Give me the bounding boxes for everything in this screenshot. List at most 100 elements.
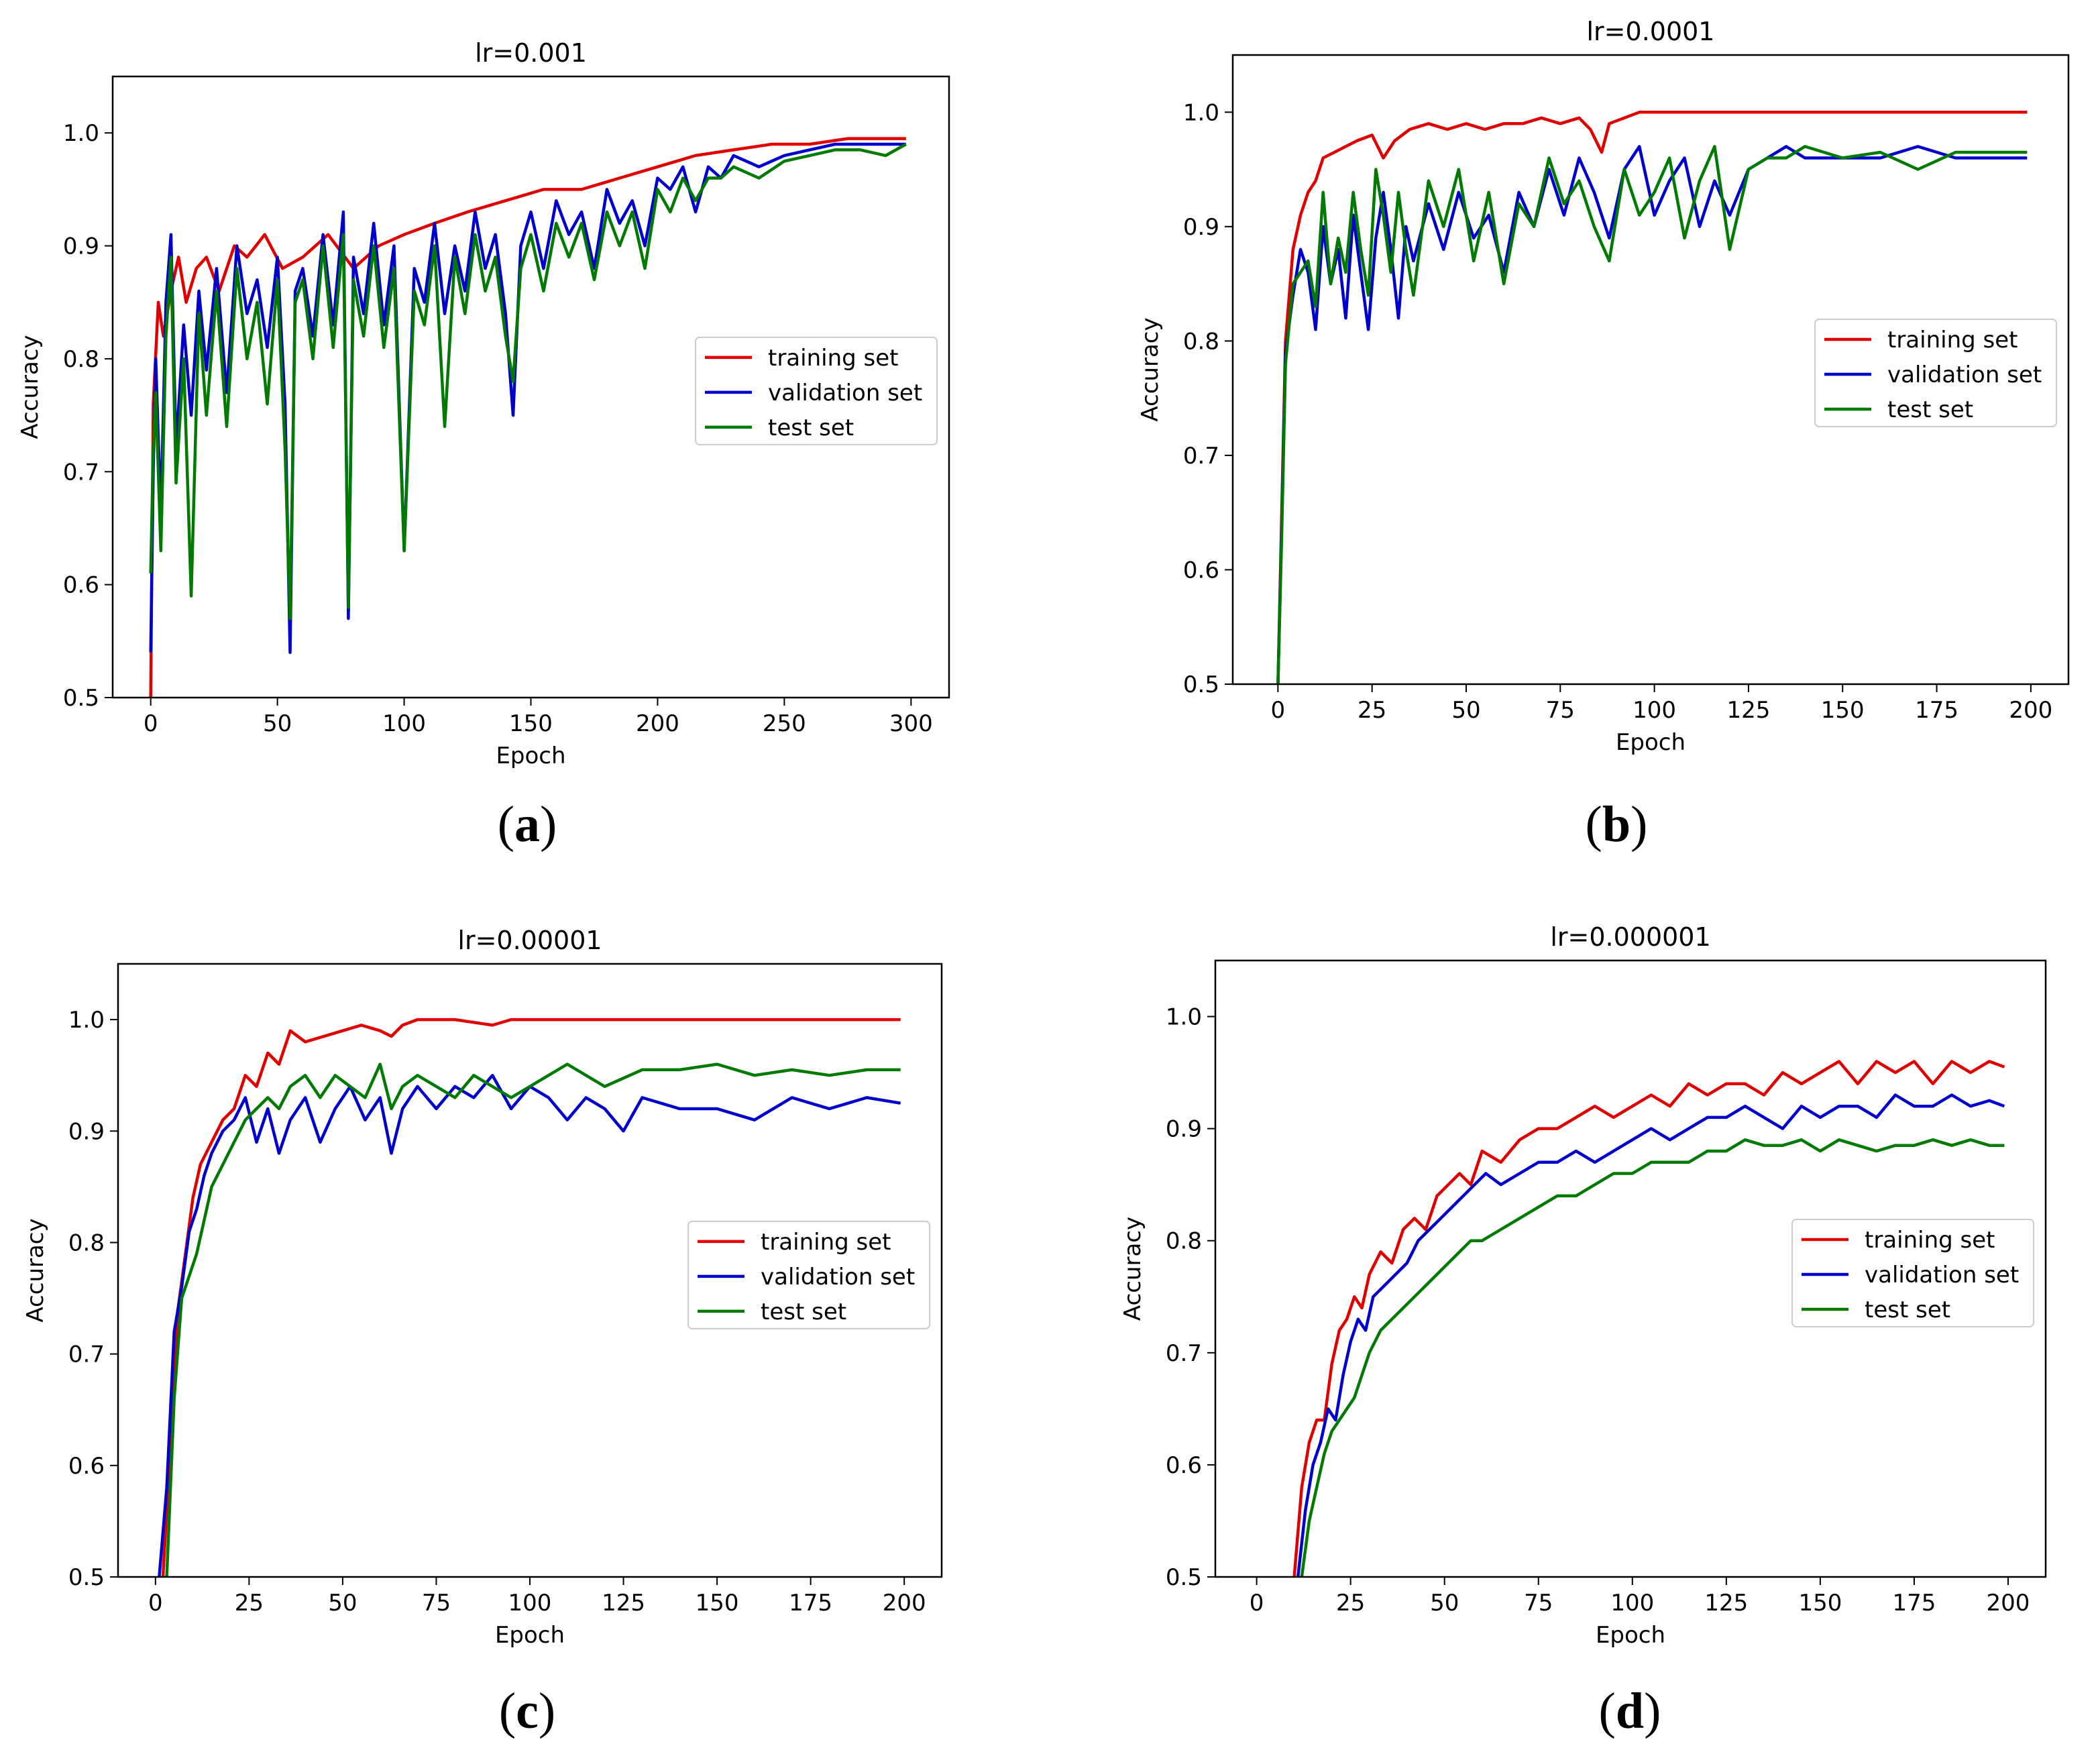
legend-label-validation-set: validation set: [1865, 1262, 2019, 1289]
y-tick-label: 0.6: [68, 1453, 105, 1480]
x-axis-label: Epoch: [495, 1622, 565, 1649]
series-line-test-set: [1276, 145, 2028, 684]
x-tick-label: 200: [636, 710, 679, 737]
y-tick-label: 0.5: [1166, 1564, 1202, 1591]
legend-box: [695, 336, 938, 445]
x-tick-label: 75: [1524, 1590, 1553, 1616]
y-tick-label: 0.5: [1183, 671, 1219, 698]
x-axis-label: Epoch: [1596, 1622, 1665, 1649]
chart-title: lr=0.00001: [457, 926, 602, 955]
x-tick-label: 25: [1358, 697, 1386, 724]
y-tick-label: 0.9: [1183, 214, 1219, 241]
x-axis-label: Epoch: [496, 743, 565, 769]
y-tick-label: 0.7: [1166, 1340, 1202, 1367]
x-tick-label: 150: [1821, 697, 1865, 724]
x-tick-label: 125: [1726, 697, 1770, 724]
legend-label-test-set: test set: [1865, 1297, 1950, 1323]
x-tick-label: 200: [2009, 697, 2052, 724]
x-tick-label: 0: [144, 710, 158, 737]
y-tick-label: 0.5: [63, 685, 99, 712]
legend-box: [1814, 318, 2057, 427]
x-tick-label: 25: [235, 1590, 264, 1616]
x-tick-label: 100: [1633, 697, 1676, 724]
x-tick-label: 125: [1704, 1590, 1748, 1616]
x-axis-label: Epoch: [1616, 729, 1685, 756]
caption-c: (c): [498, 1683, 556, 1739]
y-tick-label: 1.0: [1166, 1004, 1202, 1031]
x-tick-label: 0: [148, 1590, 163, 1616]
axes-frame: [1214, 959, 2047, 1578]
legend-label-validation-set: validation set: [1887, 362, 2042, 388]
legend-box: [687, 1220, 930, 1329]
legend-label-test-set: test set: [761, 1299, 846, 1325]
y-tick-label: 0.9: [68, 1118, 105, 1145]
caption-d: (d): [1598, 1683, 1661, 1739]
x-tick-label: 175: [789, 1590, 832, 1616]
y-tick-label: 1.0: [1183, 99, 1219, 126]
y-axis-label: Accuracy: [1119, 1217, 1146, 1321]
plot-area: [1276, 111, 2028, 684]
x-tick-label: 50: [263, 710, 292, 737]
x-tick-label: 100: [1610, 1590, 1654, 1616]
y-tick-label: 1.0: [68, 1007, 105, 1034]
y-tick-label: 0.6: [63, 572, 99, 599]
y-axis-label: Accuracy: [1137, 317, 1164, 421]
series-line-training-set: [161, 1018, 901, 1577]
y-tick-label: 0.5: [68, 1564, 105, 1591]
y-tick-label: 0.7: [68, 1341, 105, 1368]
plot-area: [158, 1018, 901, 1577]
x-tick-label: 200: [883, 1590, 926, 1616]
chart-title: lr=0.000001: [1550, 922, 1710, 952]
x-tick-label: 125: [602, 1590, 645, 1616]
caption-a: (a): [497, 796, 557, 853]
series-line-validation-set: [1296, 1093, 2005, 1577]
x-tick-label: 100: [508, 1590, 552, 1616]
x-tick-label: 175: [1915, 697, 1958, 724]
plot-area: [149, 137, 907, 698]
x-tick-label: 150: [1798, 1590, 1842, 1616]
y-tick-label: 0.9: [63, 233, 99, 260]
x-tick-label: 50: [328, 1590, 357, 1616]
x-tick-label: 0: [1250, 1590, 1264, 1616]
y-tick-label: 0.8: [1183, 328, 1219, 355]
x-tick-label: 25: [1336, 1590, 1365, 1616]
x-tick-label: 100: [382, 710, 426, 737]
y-tick-label: 1.0: [63, 120, 99, 147]
x-tick-label: 300: [889, 710, 933, 737]
y-tick-label: 0.7: [1183, 443, 1219, 470]
y-tick-label: 0.8: [68, 1229, 105, 1256]
x-tick-label: 0: [1271, 697, 1286, 724]
legend-label-test-set: test set: [768, 415, 854, 441]
y-tick-label: 0.6: [1166, 1452, 1202, 1479]
legend-label-training-set: training set: [761, 1229, 891, 1256]
x-tick-label: 50: [1430, 1590, 1459, 1616]
y-axis-label: Accuracy: [17, 335, 44, 439]
series-line-validation-set: [158, 1073, 901, 1577]
legend-label-training-set: training set: [768, 345, 899, 372]
legend-label-test-set: test set: [1887, 396, 1973, 423]
x-tick-label: 175: [1892, 1590, 1936, 1616]
y-axis-label: Accuracy: [22, 1218, 49, 1322]
plot-area: [1292, 1060, 2005, 1577]
chart-title: lr=0.001: [475, 38, 587, 68]
y-tick-label: 0.8: [1166, 1228, 1202, 1255]
y-tick-label: 0.9: [1166, 1116, 1202, 1143]
series-line-training-set: [1292, 1060, 2005, 1577]
x-tick-label: 50: [1451, 697, 1480, 724]
legend-label-training-set: training set: [1887, 327, 2018, 353]
caption-b: (b): [1585, 796, 1648, 853]
x-tick-label: 250: [763, 710, 806, 737]
axes-frame: [1231, 54, 2070, 686]
legend-label-training-set: training set: [1865, 1227, 1995, 1254]
series-line-training-set: [1276, 111, 2028, 684]
y-tick-label: 0.7: [63, 459, 99, 486]
y-tick-label: 0.8: [63, 346, 99, 373]
legend-label-validation-set: validation set: [761, 1264, 915, 1291]
x-tick-label: 75: [1546, 697, 1575, 724]
series-line-test-set: [149, 143, 907, 620]
x-tick-label: 75: [422, 1590, 451, 1616]
